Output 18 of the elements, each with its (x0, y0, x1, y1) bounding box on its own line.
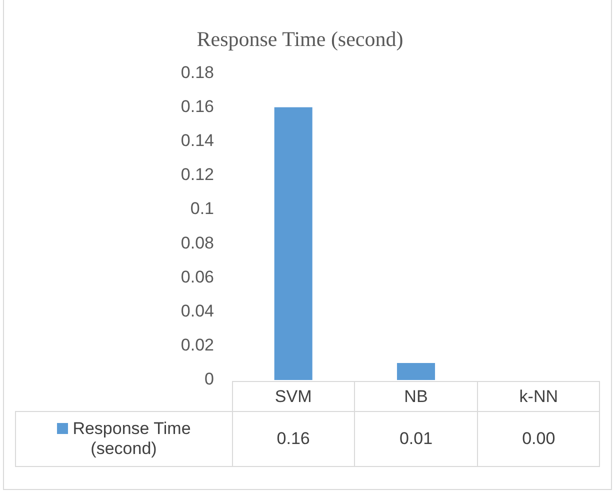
x-tick-label: SVM (232, 382, 355, 412)
y-tick-label: 0.1 (190, 199, 214, 218)
x-tick-label: k-NN (477, 382, 600, 412)
data-label: 0.16 (232, 412, 355, 466)
data-label: 0.01 (354, 412, 478, 466)
y-tick-label: 0.16 (180, 96, 214, 116)
legend-label: Response Time (second) (16, 412, 232, 466)
y-tick-label: 0.08 (180, 233, 214, 252)
y-tick-label: 0.04 (180, 302, 214, 321)
y-tick-label: 0.14 (180, 131, 214, 150)
y-tick-label: 0.12 (180, 165, 214, 184)
x-tick-label: NB (354, 382, 478, 412)
y-tick-label: 0.06 (180, 267, 214, 286)
y-tick-label: 0 (204, 370, 214, 389)
y-tick-label: 0.18 (180, 62, 214, 82)
y-tick-label: 0.02 (180, 336, 214, 355)
data-label: 0.00 (477, 412, 600, 466)
chart-title: Response Time (second) (196, 27, 404, 52)
